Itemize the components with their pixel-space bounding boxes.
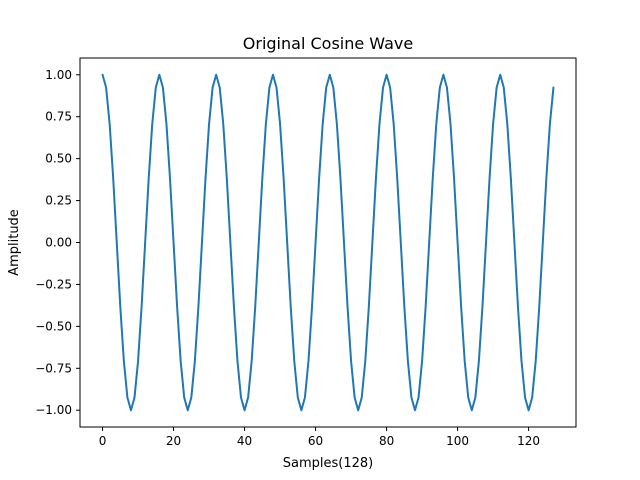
series-line xyxy=(101,73,555,412)
x-tick-label: 100 xyxy=(446,434,469,448)
y-tick-label: −0.25 xyxy=(35,277,72,291)
x-tick-label: 60 xyxy=(308,434,323,448)
x-tick-label: 0 xyxy=(99,434,107,448)
x-axis: 0 20 40 60 80 100 120 xyxy=(99,427,540,448)
y-axis: 1.00 0.75 0.50 0.25 0.00 −0.25 −0.50 −0.75 −1.00 xyxy=(35,68,80,417)
x-tick-label: 80 xyxy=(379,434,394,448)
y-tick-label: 0.25 xyxy=(45,194,72,208)
x-axis-label: Samples(128) xyxy=(283,456,373,471)
y-tick-label: 0.50 xyxy=(45,152,72,166)
y-tick-label: −0.50 xyxy=(35,319,72,333)
x-tick-label: 20 xyxy=(166,434,181,448)
y-tick-label: −0.75 xyxy=(35,361,72,375)
y-axis-label: Amplitude xyxy=(7,209,22,276)
x-tick-label: 40 xyxy=(237,434,252,448)
chart-title: Original Cosine Wave xyxy=(243,34,413,53)
y-tick-label: 0.75 xyxy=(45,110,72,124)
y-tick-label: 1.00 xyxy=(45,68,72,82)
y-tick-label: −1.00 xyxy=(35,403,72,417)
x-tick-label: 120 xyxy=(517,434,540,448)
y-tick-label: 0.00 xyxy=(45,236,72,250)
